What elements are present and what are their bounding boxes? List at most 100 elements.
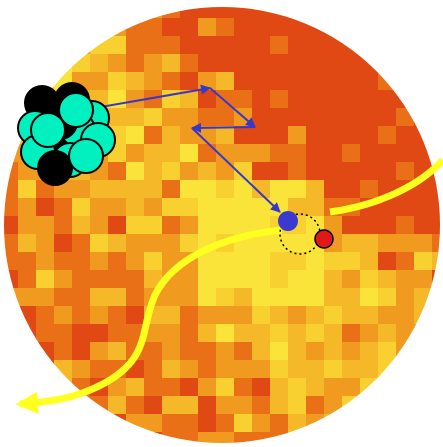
heat-cell [360,90,379,109]
heat-cell [432,270,443,289]
heat-cell [198,18,217,37]
heat-cell [342,18,361,37]
heat-cell [432,18,443,37]
heat-cell [36,414,55,433]
heat-cell [18,234,37,253]
heat-cell [0,324,19,343]
heat-cell [90,0,109,19]
heat-cell [396,234,415,253]
heat-cell [396,126,415,145]
heat-cell [108,198,127,217]
heat-cell [360,288,379,307]
heat-cell [414,54,433,73]
heat-cell [378,342,397,361]
heat-cell [342,0,361,19]
heat-cell [360,234,379,253]
heat-cell [324,162,343,181]
heat-cell [342,270,361,289]
heat-cell [360,324,379,343]
heat-cell [432,36,443,55]
heat-cell [432,198,443,217]
heat-cell [180,36,199,55]
heat-cell [162,288,181,307]
heat-cell [234,198,253,217]
heat-cell [432,432,443,447]
heat-cell [306,36,325,55]
heat-cell [108,36,127,55]
heat-cell [306,144,325,163]
heat-cell [54,432,73,447]
particle [31,113,65,147]
heat-cell [234,0,253,19]
heat-cell [36,270,55,289]
heat-cell [396,360,415,379]
heat-cell [324,432,343,447]
heat-cell [162,126,181,145]
heat-cell [324,90,343,109]
heat-cell [324,36,343,55]
heat-cell [18,342,37,361]
heat-cell [360,216,379,235]
heat-cell [324,54,343,73]
heat-cell [216,18,235,37]
heat-cell [72,288,91,307]
heat-cell [36,216,55,235]
heat-cell [126,396,145,415]
heat-cell [306,54,325,73]
heat-cell [270,360,289,379]
heat-cell [162,54,181,73]
heat-cell [288,162,307,181]
heat-cell [144,198,163,217]
heat-cell [18,36,37,55]
heat-cell [324,270,343,289]
heat-cell [90,252,109,271]
heat-cell [252,0,271,19]
heat-cell [90,414,109,433]
heat-cell [0,252,19,271]
heat-cell [180,72,199,91]
heat-cell [162,234,181,253]
heat-cell [108,270,127,289]
heat-cell [36,198,55,217]
heat-cell [18,270,37,289]
heat-cell [0,54,19,73]
heat-cell [144,342,163,361]
heat-cell [108,54,127,73]
heat-cell [108,216,127,235]
heat-cell [90,360,109,379]
heat-cell [414,252,433,271]
heat-cell [414,36,433,55]
heat-cell [324,252,343,271]
heat-cell [270,180,289,199]
heat-cell [432,90,443,109]
heat-cell [342,72,361,91]
heat-cell [288,0,307,19]
heat-cell [306,432,325,447]
heat-cell [54,0,73,19]
heat-cell [270,378,289,397]
heat-cell [252,414,271,433]
heat-cell [144,396,163,415]
heat-cell [54,252,73,271]
heat-cell [234,90,253,109]
heat-cell [414,144,433,163]
heat-cell [0,396,19,415]
heat-cell [360,306,379,325]
heat-cell [234,36,253,55]
heat-cell [90,234,109,253]
blue-dot [278,211,298,231]
heat-cell [54,414,73,433]
heat-cell [396,54,415,73]
heat-cell [90,36,109,55]
heat-cell [288,144,307,163]
heat-cell [126,216,145,235]
heat-cell [234,432,253,447]
heat-cell [432,72,443,91]
heat-cell [216,396,235,415]
heat-cell [360,108,379,127]
heat-cell [306,360,325,379]
heat-cell [252,306,271,325]
heat-cell [0,144,19,163]
heat-cell [414,342,433,361]
heat-cell [72,342,91,361]
